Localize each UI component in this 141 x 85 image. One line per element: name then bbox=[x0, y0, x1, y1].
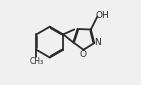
Text: N: N bbox=[94, 38, 101, 47]
Text: OH: OH bbox=[96, 11, 110, 20]
Text: CH₃: CH₃ bbox=[29, 57, 44, 66]
Text: O: O bbox=[80, 50, 87, 59]
